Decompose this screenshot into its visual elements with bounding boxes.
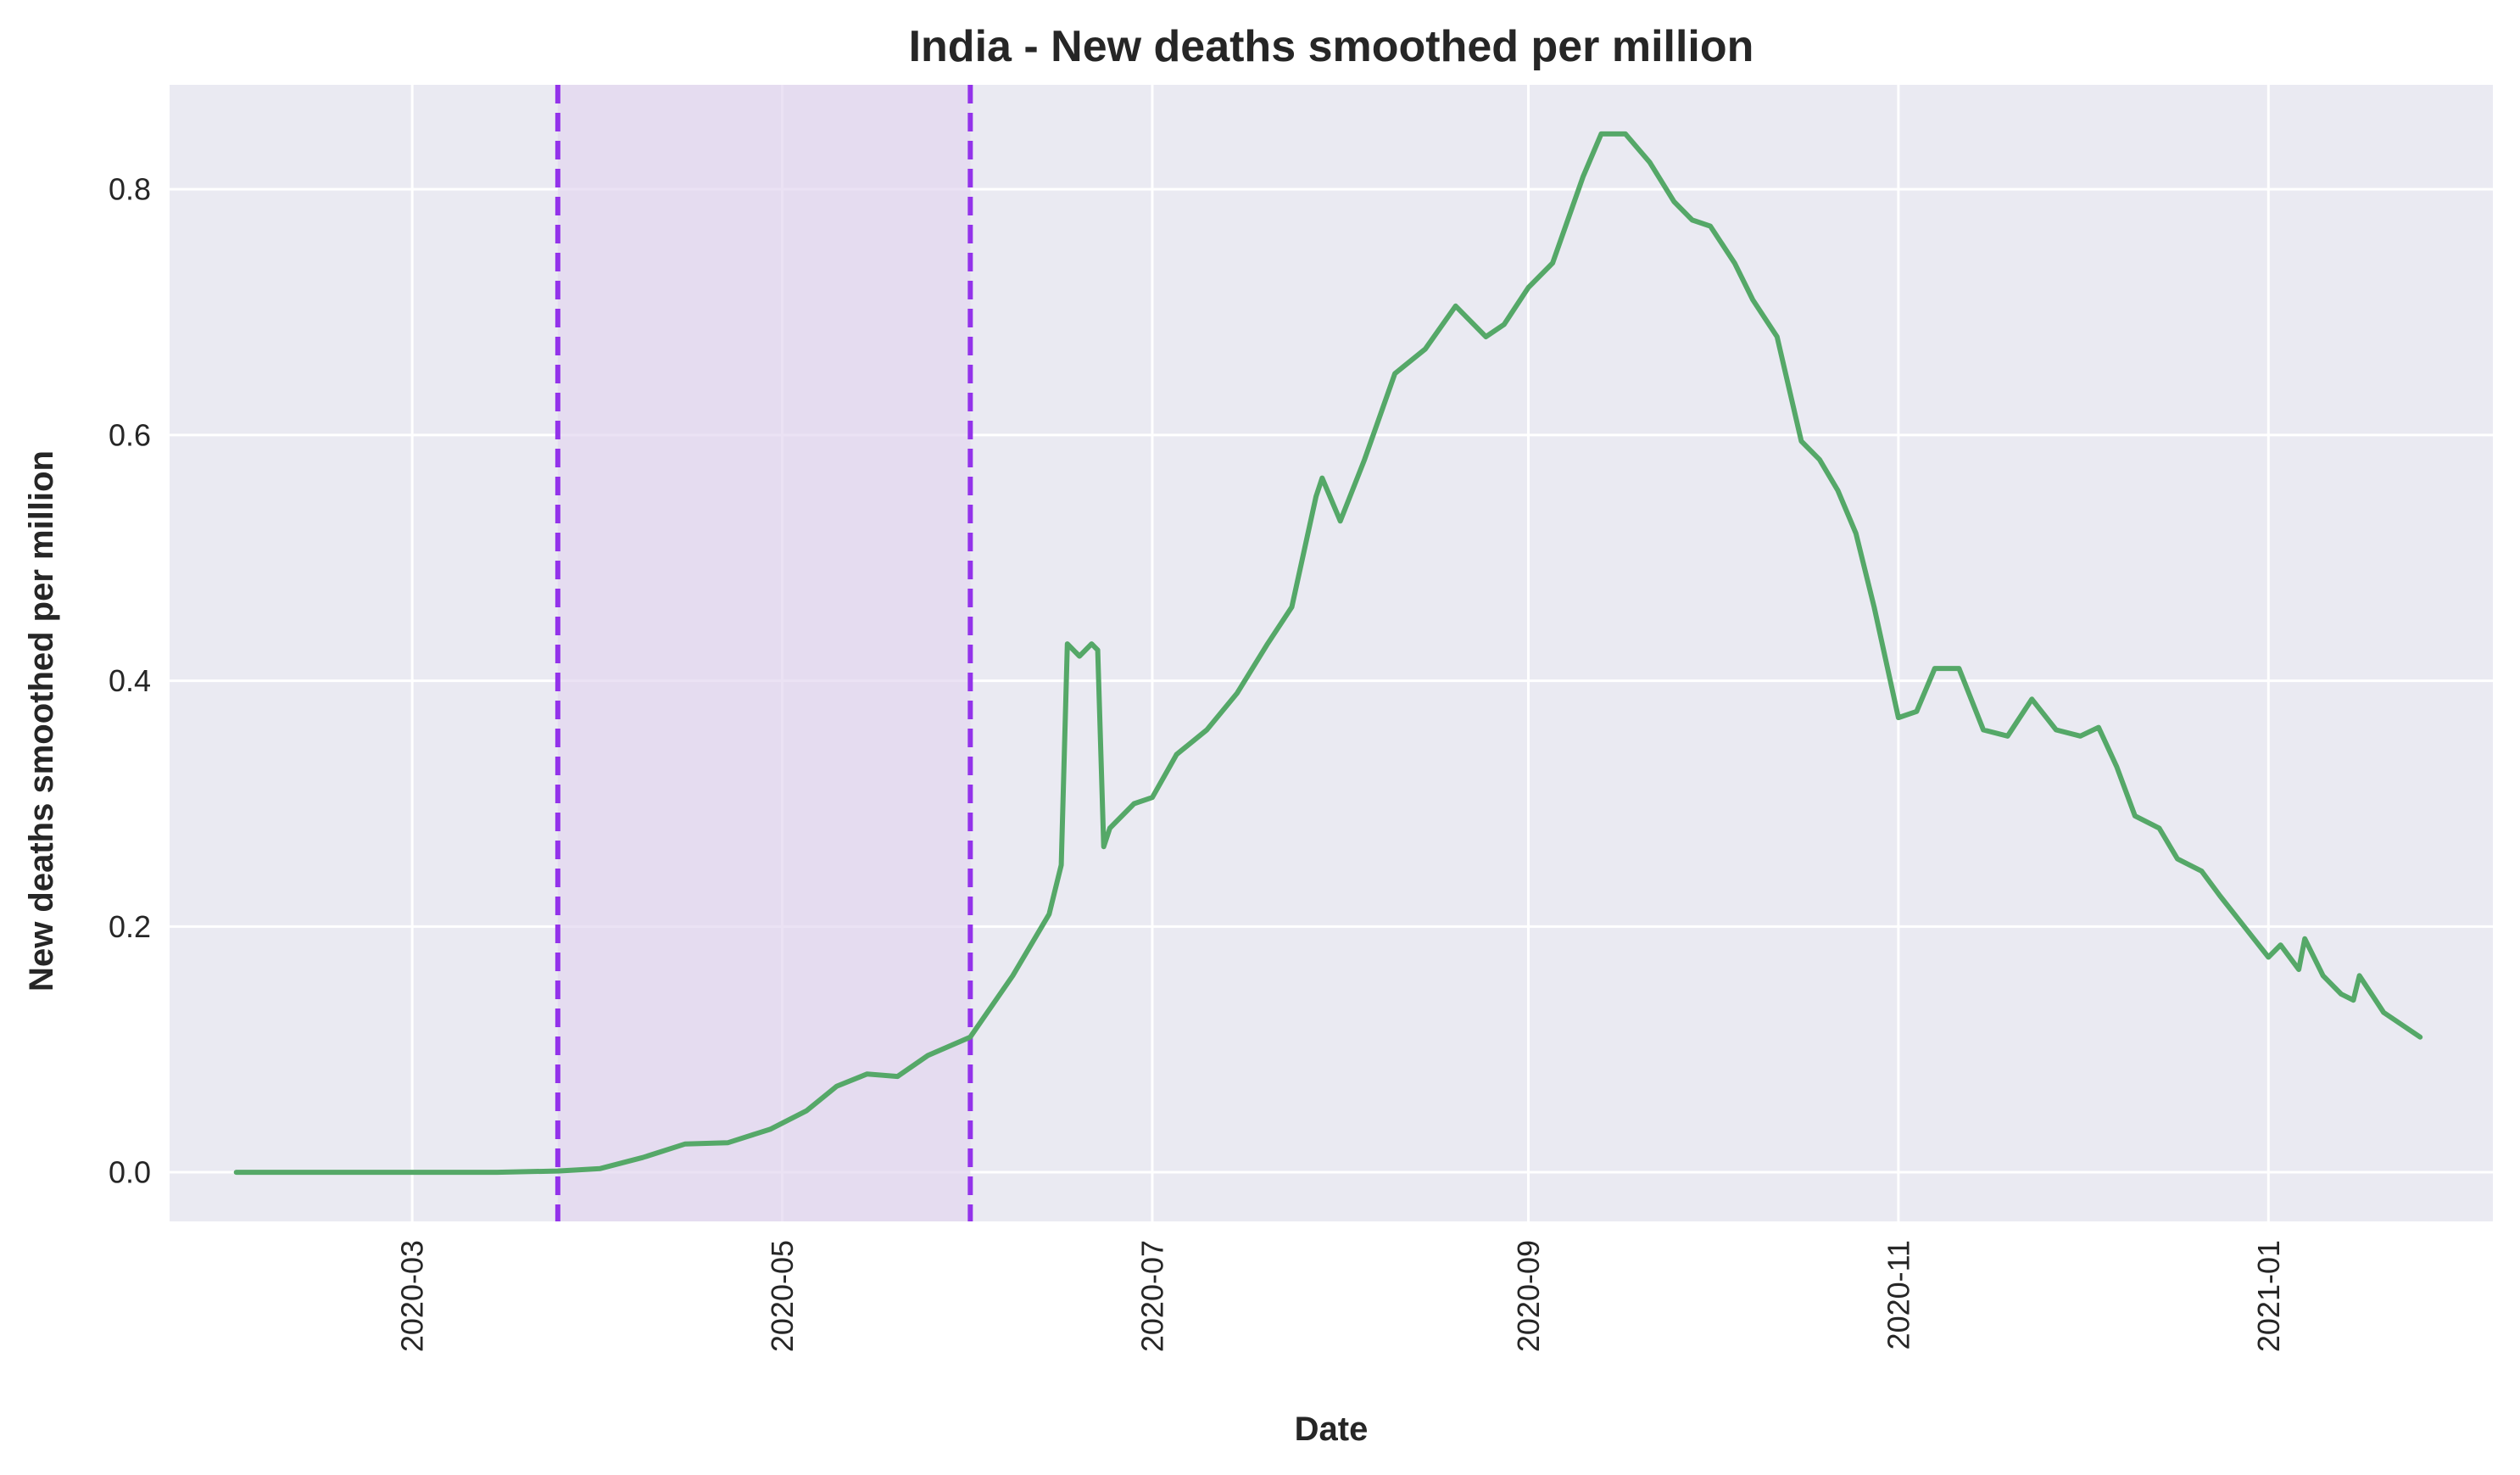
y-tick-label: 0.6 (109, 417, 151, 452)
plot-area (170, 85, 2493, 1221)
x-tick-label: 2021-01 (2251, 1240, 2286, 1352)
y-tick-label: 0.8 (109, 172, 151, 207)
chart-title: India - New deaths smoothed per million (909, 22, 1754, 71)
x-tick-label: 2020-07 (1135, 1240, 1169, 1352)
y-tick-label: 0.2 (109, 909, 151, 944)
shaded-region (557, 85, 971, 1221)
x-tick-label: 2020-11 (1881, 1240, 1915, 1349)
y-tick-label: 0.0 (109, 1155, 151, 1190)
x-axis-ticks: 2020-03 2020-05 2020-07 2020-09 2020-11 2021-… (395, 1240, 2286, 1352)
vertical-lines (555, 85, 973, 1221)
y-tick-label: 0.4 (109, 663, 151, 698)
x-tick-label: 2020-05 (765, 1240, 800, 1352)
y-axis-ticks: 0.0 0.2 0.4 0.6 0.8 (109, 172, 151, 1190)
x-tick-label: 2020-09 (1511, 1240, 1546, 1352)
y-axis-label: New deaths smoothed per million (23, 450, 60, 992)
x-axis-label: Date (1295, 1411, 1369, 1448)
x-tick-label: 2020-03 (395, 1240, 430, 1352)
series-line (233, 131, 2423, 1176)
